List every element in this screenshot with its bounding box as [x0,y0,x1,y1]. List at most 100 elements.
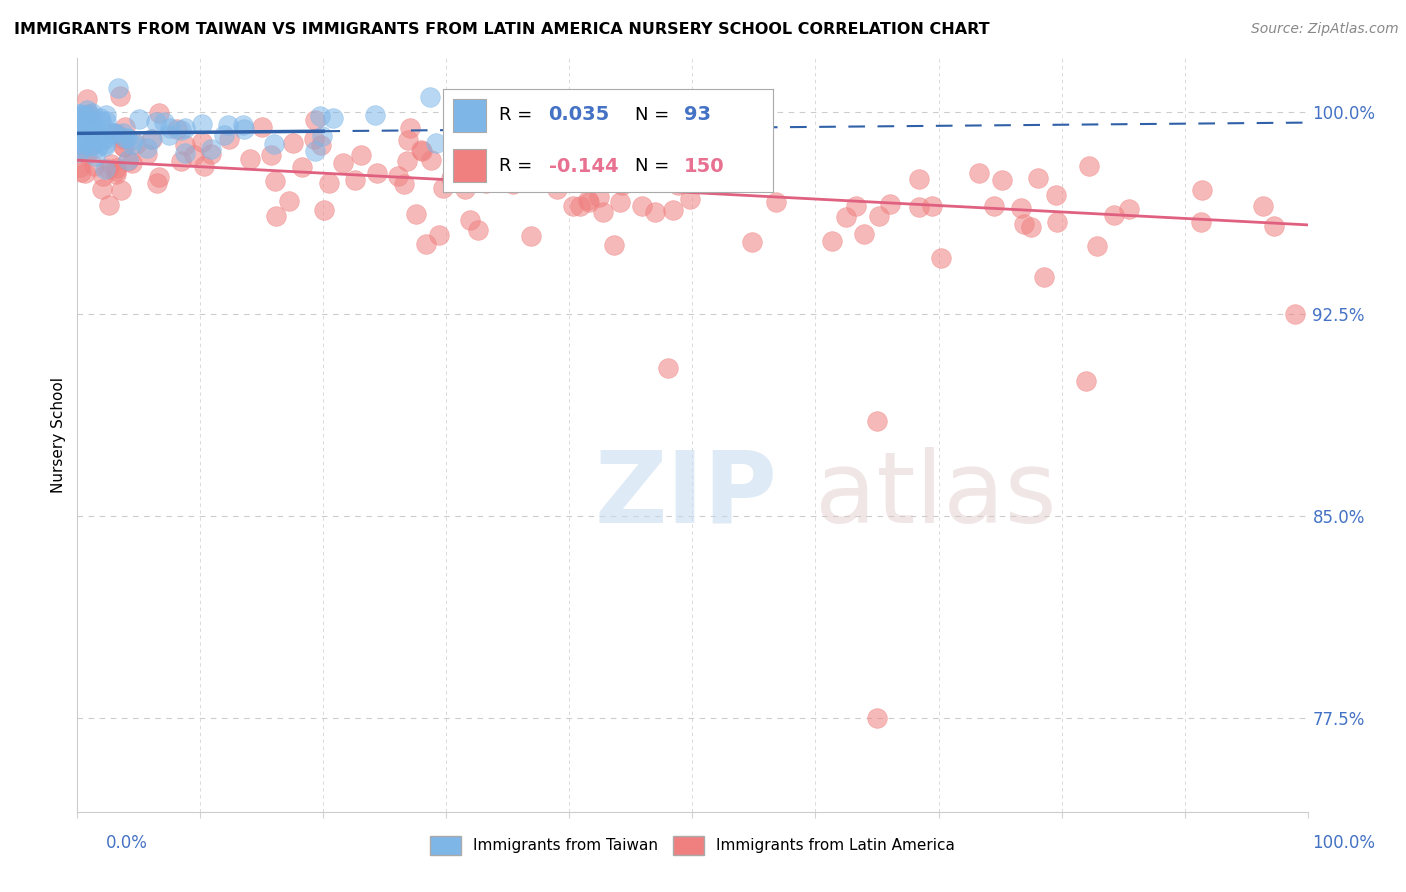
Immigrants from Latin America [908,172,931,186]
Immigrants from Latin America [105,167,128,181]
Immigrants from Taiwan [141,131,163,145]
Immigrants from Latin America [454,182,477,196]
Immigrants from Latin America [929,251,952,265]
Immigrants from Latin America [630,143,652,157]
Text: ZIP: ZIP [595,447,778,543]
Immigrants from Latin America [1026,170,1049,185]
Immigrants from Taiwan [96,108,118,122]
Immigrants from Latin America [569,153,592,167]
Immigrants from Latin America [387,169,409,183]
Immigrants from Latin America [983,199,1005,213]
Immigrants from Latin America [83,159,105,173]
Immigrants from Latin America [239,152,262,166]
Immigrants from Latin America [866,414,889,428]
Immigrants from Taiwan [94,136,117,151]
Immigrants from Latin America [136,147,159,161]
Immigrants from Latin America [1021,219,1043,234]
Immigrants from Latin America [458,212,481,227]
Text: R =: R = [499,106,533,124]
Immigrants from Latin America [852,227,875,241]
Immigrants from Taiwan [80,113,103,128]
Immigrants from Latin America [79,107,101,121]
Immigrants from Taiwan [159,121,181,136]
Immigrants from Taiwan [70,141,93,155]
Text: N =: N = [634,106,669,124]
Immigrants from Latin America [318,177,340,191]
Immigrants from Taiwan [80,117,103,131]
Immigrants from Latin America [659,136,682,150]
Immigrants from Taiwan [77,120,100,134]
Immigrants from Taiwan [200,142,222,156]
Immigrants from Latin America [588,190,610,204]
Immigrants from Latin America [105,127,128,141]
Immigrants from Latin America [1253,199,1275,213]
Immigrants from Taiwan [114,131,136,145]
Immigrants from Latin America [686,161,709,175]
Immigrants from Latin America [112,138,135,153]
Immigrants from Taiwan [90,114,112,128]
Y-axis label: Nursery School: Nursery School [51,376,66,493]
Immigrants from Latin America [193,159,215,173]
Immigrants from Latin America [432,181,454,195]
Immigrants from Taiwan [69,107,91,121]
Immigrants from Latin America [76,110,98,124]
Immigrants from Taiwan [232,118,254,132]
Text: N =: N = [634,157,669,175]
Immigrants from Latin America [991,172,1014,186]
Immigrants from Latin America [765,195,787,210]
Immigrants from Latin America [148,170,170,185]
Immigrants from Latin America [654,161,676,176]
Immigrants from Latin America [529,172,551,186]
Immigrants from Latin America [73,141,96,155]
Immigrants from Taiwan [69,118,91,132]
Immigrants from Taiwan [79,107,101,121]
Immigrants from Latin America [146,176,169,190]
Immigrants from Taiwan [212,128,235,143]
Immigrants from Latin America [104,161,127,176]
Immigrants from Latin America [183,148,205,162]
Immigrants from Latin America [84,133,107,147]
Immigrants from Latin America [121,155,143,169]
Immigrants from Taiwan [508,105,530,120]
Immigrants from Latin America [141,132,163,146]
Immigrants from Latin America [91,182,114,196]
Immigrants from Taiwan [104,126,127,140]
Immigrants from Taiwan [90,134,112,148]
Immigrants from Taiwan [70,124,93,138]
Immigrants from Latin America [170,154,193,169]
Immigrants from Latin America [467,223,489,237]
Immigrants from Latin America [411,144,433,158]
Immigrants from Latin America [419,153,441,168]
Immigrants from Taiwan [135,141,157,155]
Immigrants from Latin America [108,89,131,103]
Immigrants from Latin America [1189,215,1212,229]
Immigrants from Latin America [506,153,529,168]
Immigrants from Latin America [70,165,93,179]
Immigrants from Latin America [105,163,128,178]
Immigrants from Taiwan [77,130,100,145]
Immigrants from Taiwan [425,136,447,150]
Immigrants from Taiwan [450,129,472,144]
Immigrants from Latin America [76,92,98,106]
Immigrants from Taiwan [87,139,110,153]
Immigrants from Taiwan [311,129,333,144]
Immigrants from Latin America [1046,215,1069,229]
Immigrants from Taiwan [453,112,475,127]
Immigrants from Latin America [675,166,697,180]
Immigrants from Latin America [657,360,679,375]
Immigrants from Latin America [117,154,139,169]
Immigrants from Taiwan [112,126,135,140]
Immigrants from Latin America [343,173,366,187]
Immigrants from Latin America [440,170,463,185]
Immigrants from Taiwan [170,122,193,136]
Immigrants from Latin America [76,146,98,161]
Immigrants from Latin America [578,194,600,209]
Immigrants from Taiwan [67,145,90,160]
Immigrants from Latin America [568,199,591,213]
Immigrants from Latin America [1284,307,1306,321]
Immigrants from Latin America [519,229,541,244]
Immigrants from Latin America [1010,202,1032,216]
Immigrants from Latin America [593,150,616,164]
Immigrants from Taiwan [89,129,111,144]
Immigrants from Taiwan [145,115,167,129]
